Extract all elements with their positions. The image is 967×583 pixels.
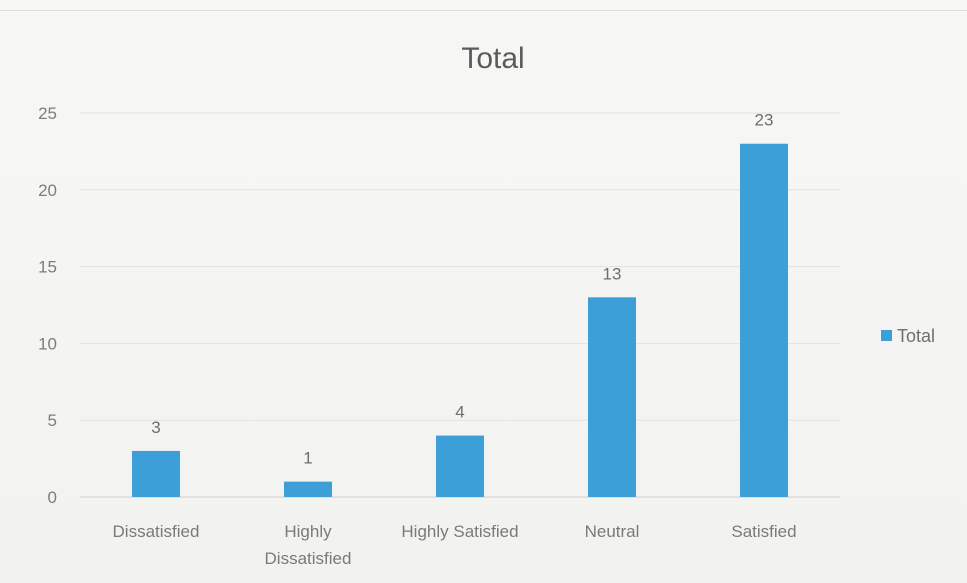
x-tick-label: Dissatisfied bbox=[113, 522, 200, 541]
bar bbox=[284, 481, 332, 497]
top-divider bbox=[0, 10, 967, 11]
bar bbox=[132, 450, 180, 497]
data-label: 13 bbox=[603, 264, 622, 283]
y-tick-label: 5 bbox=[48, 411, 57, 430]
legend-swatch bbox=[881, 330, 892, 341]
y-axis: 0 5 10 15 20 25 bbox=[38, 104, 57, 507]
x-tick-label: Neutral bbox=[585, 522, 640, 541]
y-tick-label: 0 bbox=[48, 488, 57, 507]
x-axis: Dissatisfied Highly Dissatisfied Highly Sat… bbox=[113, 522, 797, 568]
legend-label-total: Total bbox=[897, 326, 935, 346]
y-tick-label: 20 bbox=[38, 181, 57, 200]
y-tick-label: 10 bbox=[38, 334, 57, 353]
bars: 3 1 4 13 23 bbox=[132, 111, 788, 497]
bar bbox=[588, 297, 636, 497]
bar bbox=[436, 435, 484, 497]
x-tick-label: Highly bbox=[284, 522, 332, 541]
y-tick-label: 15 bbox=[38, 258, 57, 277]
x-tick-label: Dissatisfied bbox=[265, 549, 352, 568]
x-tick-label: Highly Satisfied bbox=[401, 522, 518, 541]
data-label: 23 bbox=[755, 111, 774, 130]
gridlines bbox=[80, 112, 840, 498]
data-label: 3 bbox=[151, 418, 160, 437]
data-label: 1 bbox=[303, 449, 312, 468]
legend: Total bbox=[881, 326, 935, 346]
x-tick-label: Satisfied bbox=[731, 522, 796, 541]
y-tick-label: 25 bbox=[38, 104, 57, 123]
bar bbox=[740, 143, 788, 497]
chart-title: Total bbox=[461, 42, 524, 75]
data-label: 4 bbox=[455, 403, 464, 422]
